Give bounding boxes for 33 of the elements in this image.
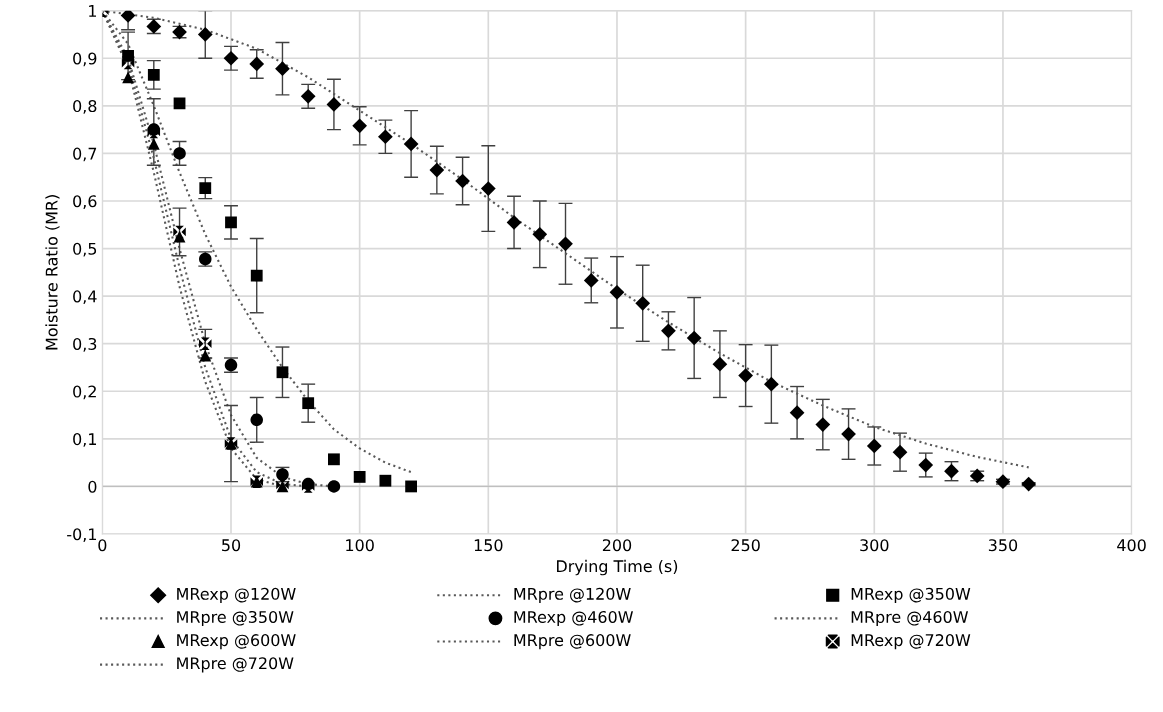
y-tick-label: 0,8: [73, 100, 97, 114]
y-tick-label: -0,1: [67, 528, 97, 542]
y-tick-label: 0,1: [73, 433, 97, 447]
x-tick-label: 300: [860, 539, 889, 552]
x-tick-label: 0: [98, 539, 107, 552]
y-tick-label: 0,3: [73, 337, 97, 352]
x-tick-label: 150: [474, 539, 503, 552]
legend-label: MRexp @120W: [177, 587, 296, 603]
x-tick-label: 400: [1117, 539, 1146, 552]
y-tick-label: 0,2: [73, 385, 96, 400]
x-tick-label: 250: [731, 539, 760, 552]
legend-label: MRpre @120W: [514, 587, 631, 603]
legend-label: MRpre @600W: [514, 634, 631, 650]
legend-label: MRpre @460W: [851, 610, 969, 627]
x-tick-label: 200: [602, 539, 632, 552]
legend-label: MRexp @600W: [177, 634, 296, 650]
y-tick-label: 0,6: [73, 195, 97, 209]
y-tick-label: 0,4: [73, 290, 97, 305]
legend-label: MRpre @350W: [177, 610, 294, 627]
x-tick-label: 350: [988, 539, 1018, 552]
legend-label: MRexp @720W: [851, 634, 971, 650]
y-tick-label: 1: [89, 5, 97, 17]
legend-label: MRexp @350W: [851, 587, 971, 603]
x-tick-label: 50: [222, 539, 241, 552]
x-tick-label: 100: [346, 539, 374, 552]
legend-label: MRexp @460W: [514, 610, 633, 627]
y-tick-label: 0,9: [73, 52, 97, 67]
y-tick-label: 0,7: [73, 147, 97, 162]
x-axis-title: Drying Time (s): [557, 559, 678, 576]
legend-label: MRpre @720W: [177, 657, 294, 673]
y-axis-title: Moisture Ratio (MR): [45, 195, 60, 350]
y-tick-label: 0: [88, 480, 97, 493]
y-tick-label: 0,5: [73, 242, 97, 257]
